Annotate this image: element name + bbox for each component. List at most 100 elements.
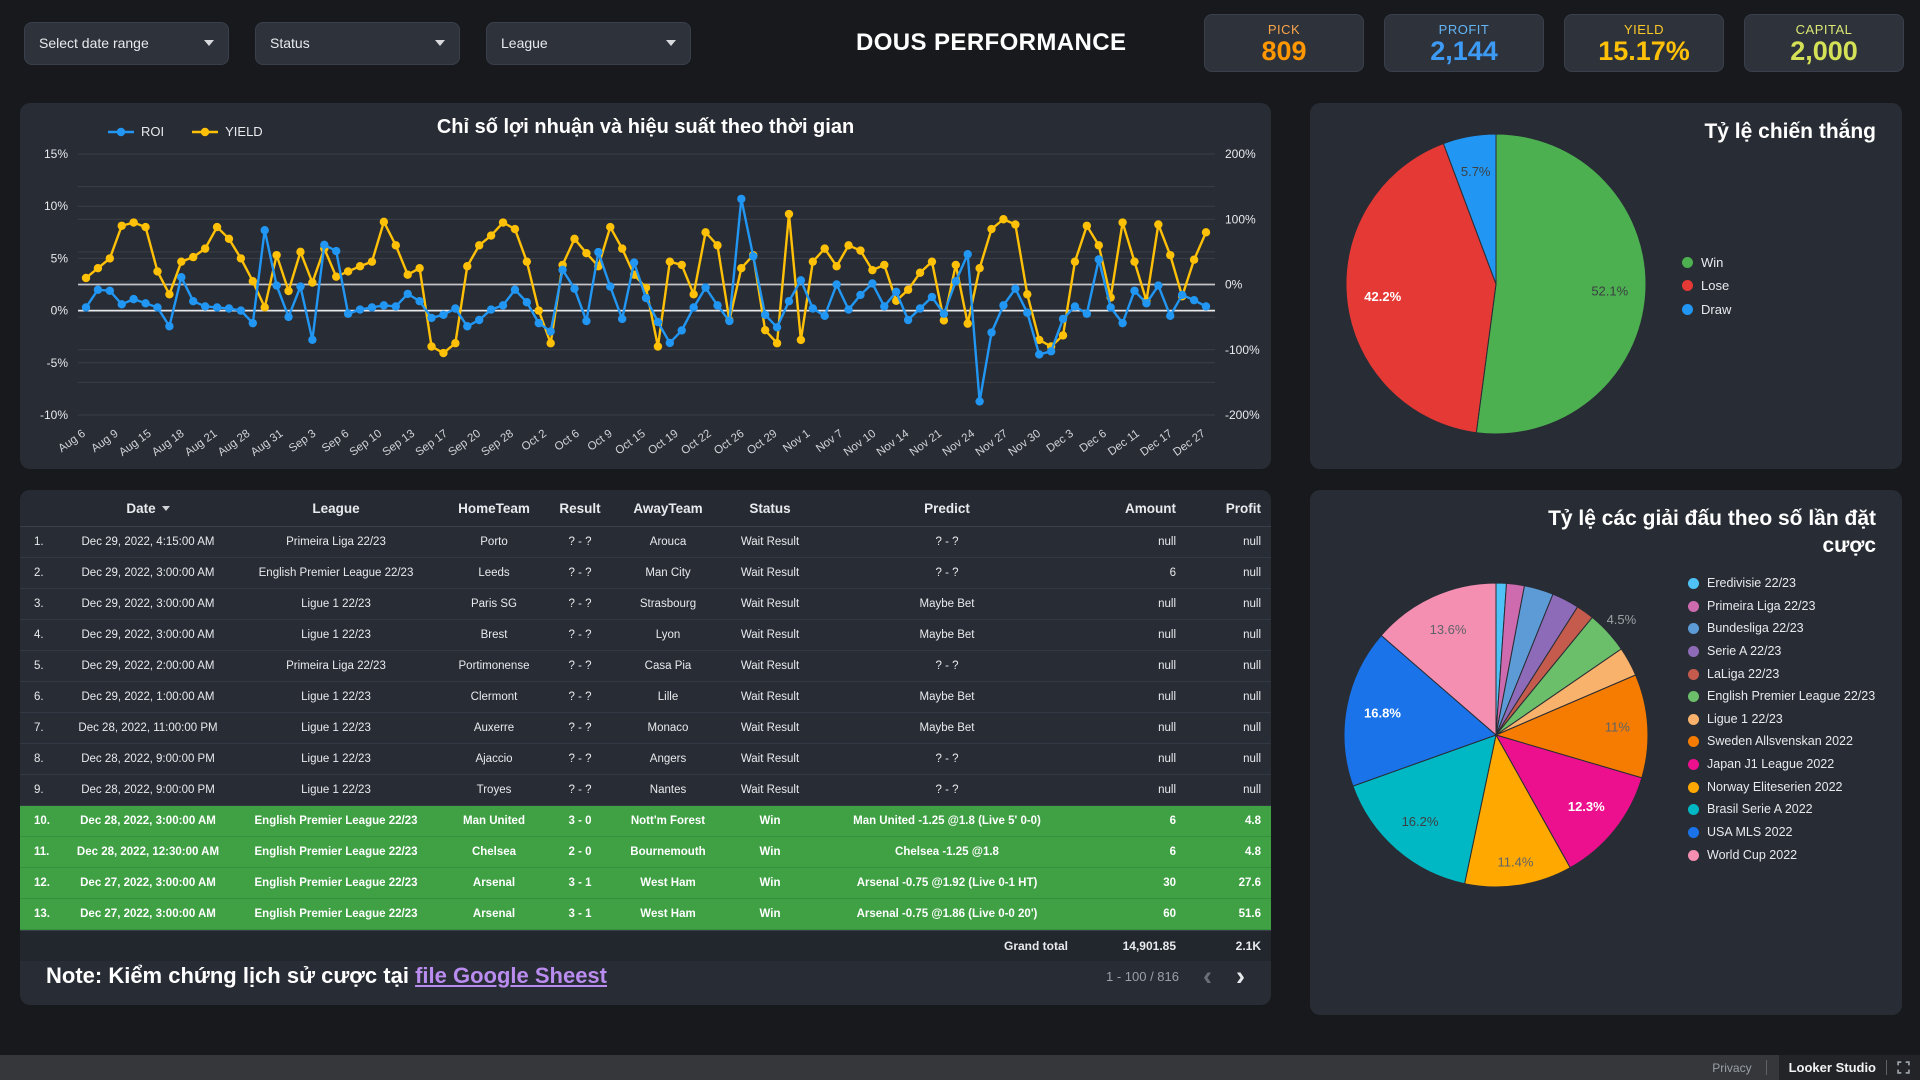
- cell-league: Primeira Liga 22/23: [286, 536, 386, 548]
- cell-date: Dec 28, 2022, 11:00:00 PM: [78, 722, 218, 734]
- svg-text:-10%: -10%: [40, 408, 68, 422]
- column-header-predict[interactable]: Predict: [924, 500, 970, 516]
- column-header-awayteam[interactable]: AwayTeam: [633, 500, 703, 516]
- column-header-profit[interactable]: Profit: [1225, 500, 1261, 516]
- filter-select-date-range[interactable]: Select date range: [24, 21, 229, 65]
- privacy-link[interactable]: Privacy: [1712, 1060, 1752, 1075]
- cell-result: ? - ?: [568, 660, 592, 672]
- cell-amount: null: [1158, 691, 1176, 703]
- cell-date: Dec 28, 2022, 12:30:00 AM: [76, 846, 220, 858]
- cell-status: Wait Result: [740, 784, 800, 796]
- column-header-date[interactable]: Date: [64, 501, 232, 516]
- next-page-icon[interactable]: ›: [1236, 960, 1245, 991]
- cell-result: ? - ?: [568, 598, 592, 610]
- cell-awayteam: Angers: [649, 753, 687, 765]
- cell-amount: null: [1158, 722, 1176, 734]
- svg-text:Dec 3: Dec 3: [1045, 428, 1076, 455]
- cell-status: Wait Result: [740, 567, 800, 579]
- fullscreen-icon[interactable]: [1897, 1061, 1910, 1074]
- dropdown-caret-icon: [435, 40, 445, 46]
- row-index: 11.: [34, 846, 50, 858]
- cell-hometeam: Arsenal: [472, 877, 516, 889]
- cell-status: Win: [759, 877, 781, 889]
- prev-page-icon[interactable]: ‹: [1203, 960, 1212, 991]
- pie-slice-brasil-serie-a-2022: [1352, 734, 1497, 885]
- cell-profit: null: [1243, 567, 1261, 579]
- cell-date: Dec 28, 2022, 9:00:00 PM: [81, 784, 215, 796]
- topbar: Select date range Status League DOUS PERFO…: [0, 0, 1920, 86]
- cell-date: Dec 28, 2022, 3:00:00 AM: [80, 815, 216, 827]
- svg-text:200%: 200%: [1225, 147, 1256, 161]
- row-index: 6.: [34, 691, 44, 703]
- svg-text:Oct 22: Oct 22: [679, 428, 713, 458]
- cell-date: Dec 27, 2022, 3:00:00 AM: [80, 908, 216, 920]
- cell-hometeam: Chelsea: [471, 846, 517, 858]
- cell-awayteam: Lyon: [655, 629, 681, 641]
- svg-text:5%: 5%: [51, 251, 69, 265]
- cell-date: Dec 28, 2022, 9:00:00 PM: [81, 753, 215, 765]
- cell-result: ? - ?: [568, 536, 592, 548]
- svg-text:11%: 11%: [1605, 720, 1630, 735]
- win-rate-panel: Tỷ lệ chiến thắng 52.1% 42.2% 5.7% Win Lose…: [1310, 103, 1902, 469]
- legend-label: Win: [1701, 255, 1724, 270]
- cell-status: Wait Result: [740, 691, 800, 703]
- bets-table-panel: Date League HomeTeam Result AwayTeam Status Pr…: [20, 490, 1271, 1005]
- cell-date: Dec 29, 2022, 2:00:00 AM: [81, 660, 215, 672]
- cell-profit: null: [1243, 691, 1261, 703]
- column-header-amount[interactable]: Amount: [1125, 500, 1176, 516]
- svg-text:Nov 30: Nov 30: [1007, 428, 1044, 459]
- svg-text:Nov 24: Nov 24: [941, 427, 978, 458]
- filter-status[interactable]: Status: [255, 21, 460, 65]
- pie-slice-japan-j1-league-2022: [1494, 734, 1643, 869]
- row-index: 10.: [34, 815, 50, 827]
- column-header-league[interactable]: League: [312, 500, 360, 516]
- legend-item-bundesliga-22-23: Bundesliga 22/23: [1688, 621, 1892, 637]
- column-header-status[interactable]: Status: [749, 500, 791, 516]
- google-sheet-link[interactable]: file Google Sheest: [415, 963, 607, 988]
- legend-item-world-cup-2022: World Cup 2022: [1688, 848, 1892, 864]
- cell-amount: 6: [1169, 815, 1176, 827]
- legend-label: English Premier League 22/23: [1707, 689, 1876, 704]
- kpi-value: 2,144: [1430, 36, 1498, 66]
- league-share-pie-chart: 4.5% 11% 12.3% 11.4% 16.2% 16.8% 13.6%: [1343, 582, 1649, 888]
- legend-item-japan-j1-league-2022: Japan J1 League 2022: [1688, 757, 1892, 773]
- looker-studio-link[interactable]: Looker Studio: [1788, 1060, 1876, 1075]
- legend-dot: [1682, 303, 1693, 315]
- legend-item-primeira-liga-22-23: Primeira Liga 22/23: [1688, 599, 1892, 615]
- filter-league[interactable]: League: [486, 21, 691, 65]
- cell-predict: ? - ?: [935, 753, 959, 765]
- svg-text:Aug 28: Aug 28: [216, 428, 253, 459]
- cell-predict: Arsenal -0.75 @1.92 (Live 0-1 HT): [856, 877, 1038, 889]
- svg-text:13.6%: 13.6%: [1430, 622, 1467, 637]
- svg-text:11.4%: 11.4%: [1497, 855, 1533, 870]
- cell-status: Win: [759, 815, 781, 827]
- legend-dot: [1688, 713, 1699, 725]
- cell-hometeam: Leeds: [478, 567, 510, 579]
- pie-slice-lose: [1345, 142, 1497, 434]
- cell-profit: null: [1243, 660, 1261, 672]
- cell-league: English Premier League 22/23: [254, 846, 418, 858]
- cell-result: ? - ?: [568, 691, 592, 703]
- svg-text:Nov 10: Nov 10: [842, 428, 879, 459]
- svg-text:Sep 10: Sep 10: [348, 428, 385, 459]
- cell-profit: null: [1243, 784, 1261, 796]
- cell-date: Dec 29, 2022, 3:00:00 AM: [81, 598, 215, 610]
- cell-profit: null: [1243, 753, 1261, 765]
- pie-slice-usa-mls-2022: [1343, 634, 1497, 787]
- legend-item-norway-eliteserien-2022: Norway Eliteserien 2022: [1688, 780, 1892, 796]
- kpi-label: CAPITAL: [1795, 22, 1853, 37]
- cell-hometeam: Clermont: [470, 691, 518, 703]
- legend-dot: [1688, 578, 1699, 589]
- legend-dot: [1688, 759, 1699, 770]
- svg-text:0%: 0%: [1225, 278, 1243, 292]
- row-index: 9.: [34, 784, 44, 796]
- svg-text:Aug 9: Aug 9: [89, 428, 120, 455]
- column-header-hometeam[interactable]: HomeTeam: [458, 500, 530, 516]
- svg-text:Nov 1: Nov 1: [781, 428, 812, 455]
- legend-label: Japan J1 League 2022: [1707, 757, 1835, 771]
- cell-profit: 27.6: [1238, 877, 1261, 889]
- svg-text:Sep 3: Sep 3: [287, 428, 318, 455]
- column-header-result[interactable]: Result: [559, 500, 601, 516]
- legend-item-yield: YIELD: [192, 124, 263, 139]
- cell-league: Primeira Liga 22/23: [286, 660, 386, 672]
